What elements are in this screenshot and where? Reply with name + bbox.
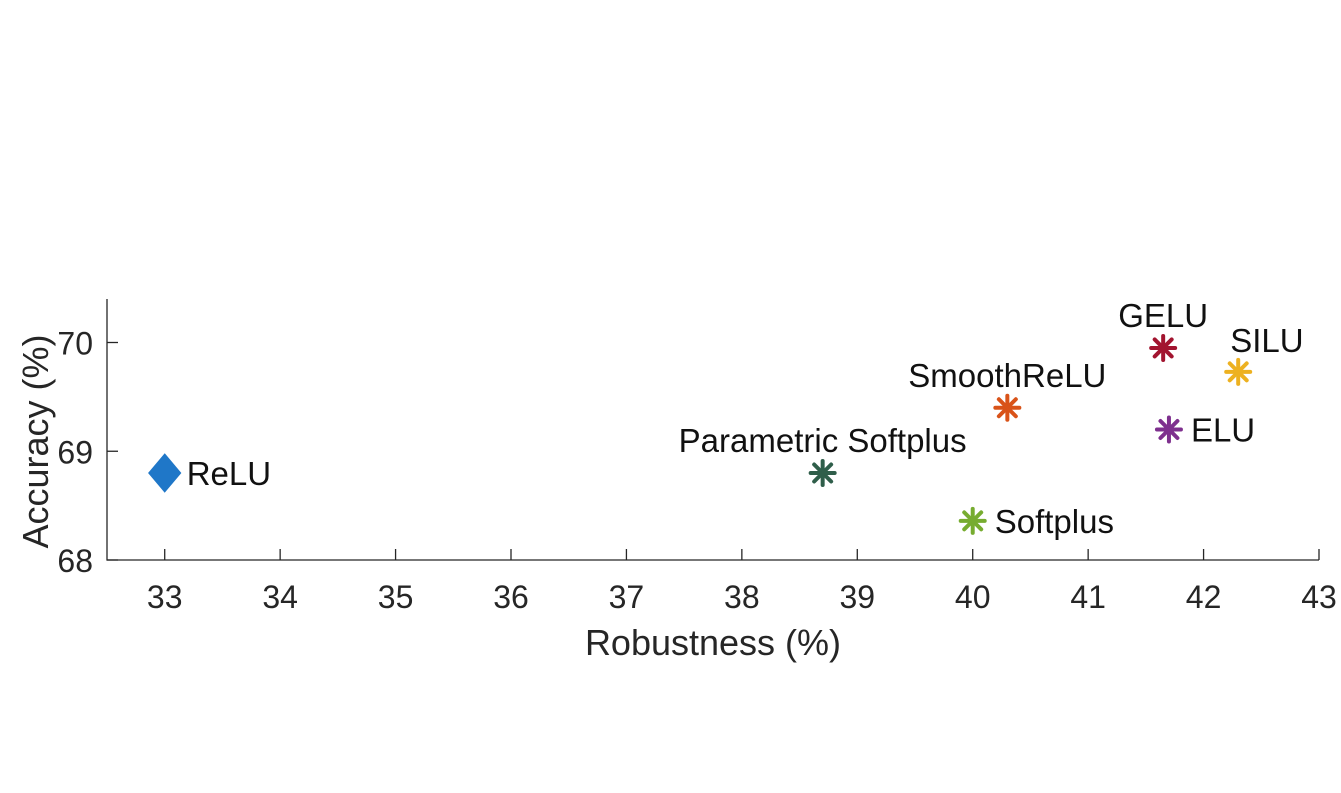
point-relu: ReLU: [148, 453, 271, 493]
point-label: SILU: [1230, 322, 1303, 359]
x-tick-label: 33: [147, 579, 183, 615]
x-tick-label: 39: [839, 579, 875, 615]
point-label: ELU: [1191, 412, 1255, 449]
x-axis-label: Robustness (%): [585, 622, 841, 663]
y-tick-label: 69: [57, 434, 93, 470]
x-tick-label: 36: [493, 579, 529, 615]
point-label: Parametric Softplus: [679, 422, 967, 459]
x-tick-label: 43: [1301, 579, 1337, 615]
asterisk-marker: [958, 506, 987, 535]
point-gelu: GELU: [1118, 297, 1208, 362]
axes: 33 34 35 36 37 38 39 40 41 42 43 68 69 70: [57, 299, 1337, 615]
x-tick-label: 34: [262, 579, 298, 615]
x-tick-label: 40: [955, 579, 991, 615]
point-softplus: Softplus: [958, 503, 1114, 540]
asterisk-marker: [1224, 357, 1253, 386]
asterisk-marker: [993, 393, 1022, 422]
asterisk-marker: [1149, 333, 1178, 362]
point-silu: SILU: [1224, 322, 1304, 386]
y-axis-label: Accuracy (%): [15, 334, 56, 548]
x-tick-label: 37: [609, 579, 645, 615]
y-tick-label: 68: [57, 543, 93, 579]
diamond-marker: [148, 453, 182, 493]
point-elu: ELU: [1154, 412, 1255, 449]
point-label: Softplus: [995, 503, 1114, 540]
x-tick-label: 41: [1070, 579, 1106, 615]
x-tick-label: 38: [724, 579, 760, 615]
point-smoothrelu: SmoothReLU: [908, 357, 1106, 422]
data-points: ReLU Parametric Softplus Softplus SmoothReL…: [148, 297, 1304, 540]
point-label: SmoothReLU: [908, 357, 1106, 394]
asterisk-marker: [1154, 415, 1183, 444]
point-label: GELU: [1118, 297, 1208, 334]
asterisk-marker: [808, 459, 837, 487]
x-tick-label: 42: [1186, 579, 1222, 615]
x-tick-label: 35: [378, 579, 414, 615]
y-tick-label: 70: [57, 326, 93, 362]
point-label: ReLU: [187, 455, 271, 492]
point-parametric-softplus: Parametric Softplus: [679, 422, 967, 487]
